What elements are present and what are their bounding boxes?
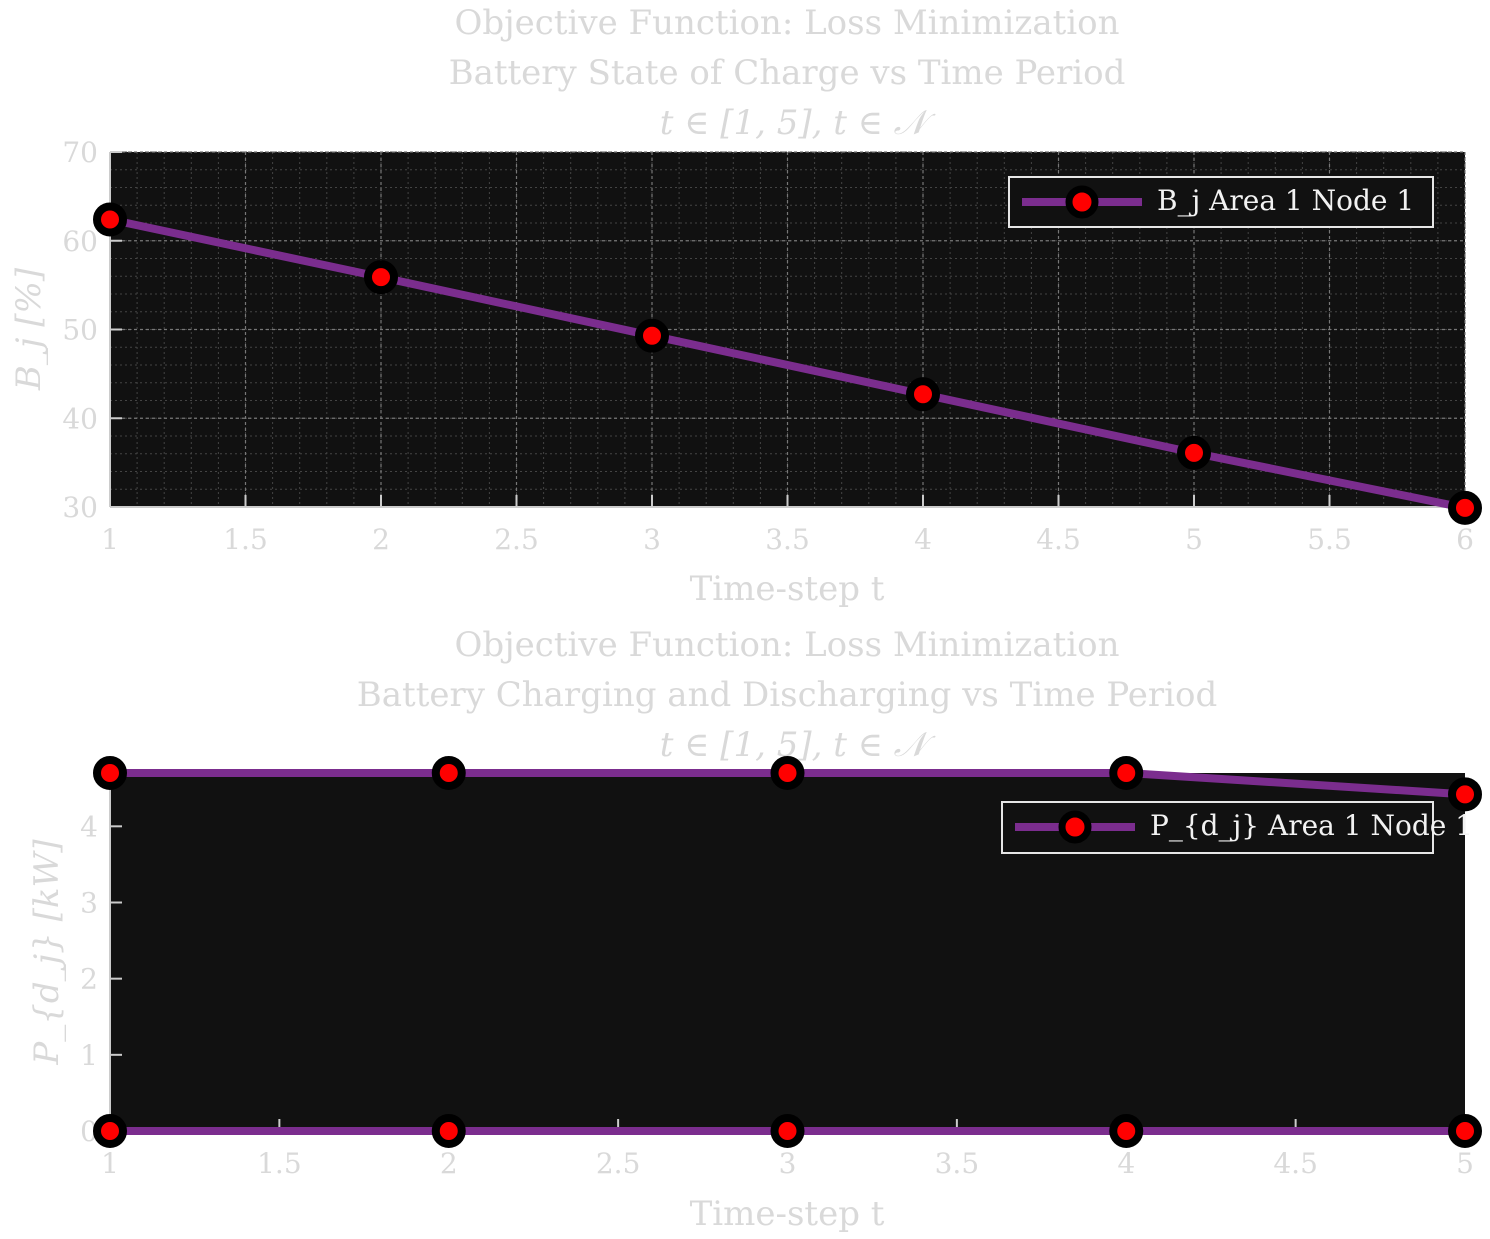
chart-1-title-line-1: Objective Function: Loss Minimization <box>454 3 1119 43</box>
chart-2-x-tick-label: 5 <box>1456 1147 1474 1180</box>
chart-2-x-tick-label: 2 <box>440 1147 458 1180</box>
chart-1-x-ticks: 1 1.5 2 2.5 3 3.5 4 4.5 5 5.5 6 <box>101 495 1474 556</box>
chart-1-series-1-point <box>364 260 398 295</box>
chart-1-series-1-point <box>1177 435 1211 470</box>
chart-2-x-ticks: 1 1.5 2 2.5 3 3.5 4 4.5 5 <box>101 1119 1474 1180</box>
chart-1-series-1-point <box>906 377 940 412</box>
chart-2-y-tick-label: 1 <box>80 1039 98 1072</box>
chart-1-x-tick-label: 1.5 <box>223 523 268 556</box>
chart-2-series-1-point <box>1448 777 1482 812</box>
chart-2-legend: P_{d_j} Area 1 Node 1 <box>1001 801 1473 854</box>
chart-2-legend-label: P_{d_j} Area 1 Node 1 <box>1150 809 1473 842</box>
chart-1-y-tick-label: 40 <box>62 402 98 435</box>
chart-2-y-tick-label: 0 <box>80 1115 98 1148</box>
chart-1: Objective Function: Loss Minimization Ba… <box>9 3 1482 609</box>
chart-1-legend-label: B_j Area 1 Node 1 <box>1157 184 1414 217</box>
chart-2-series-2-point <box>93 1114 127 1148</box>
chart-1-legend-marker <box>1065 185 1099 219</box>
chart-2-x-tick-label: 2.5 <box>596 1147 641 1180</box>
chart-1-series-1-line <box>109 215 1466 512</box>
chart-1-y-ticks: 30 40 50 60 70 <box>62 136 122 524</box>
chart-1-series-1-point <box>93 202 127 237</box>
chart-2-x-axis-label: Time-step t <box>690 1194 885 1234</box>
chart-2-series-1-point <box>770 756 805 790</box>
chart-1-title-line-3: t ∈ [1, 5], t ∈ 𝒩 <box>660 103 937 143</box>
chart-2-series-2-point <box>431 1114 466 1148</box>
chart-2-title-line-1: Objective Function: Loss Minimization <box>454 625 1119 665</box>
chart-2-legend-marker <box>1058 810 1092 844</box>
chart-1-legend: B_j Area 1 Node 1 <box>1008 176 1434 228</box>
chart-1-x-tick-label: 4.5 <box>1036 523 1081 556</box>
chart-2-series-2-point <box>1109 1114 1144 1148</box>
chart-2-x-tick-label: 3.5 <box>935 1147 980 1180</box>
chart-2-y-ticks: 0 1 2 3 4 <box>80 810 122 1148</box>
chart-1-grid <box>109 151 1466 508</box>
chart-1-x-tick-label: 3 <box>643 523 661 556</box>
chart-1-y-tick-label: 30 <box>62 491 98 524</box>
chart-2: Objective Function: Loss Minimization Ba… <box>27 625 1482 1234</box>
chart-1-y-axis-label: B_j [%] <box>9 267 49 391</box>
chart-1-y-tick-label: 60 <box>62 225 98 258</box>
chart-1-x-tick-label: 5 <box>1185 523 1203 556</box>
chart-2-x-tick-label: 1.5 <box>257 1147 302 1180</box>
chart-2-x-tick-label: 3 <box>779 1147 797 1180</box>
chart-2-x-tick-label: 4.5 <box>1273 1147 1318 1180</box>
chart-2-x-tick-label: 1 <box>101 1147 119 1180</box>
chart-2-x-axis-label-text: Time-step t <box>690 1194 885 1234</box>
chart-2-series-1-point <box>431 756 466 790</box>
chart-1-y-tick-label: 50 <box>62 314 98 347</box>
chart-2-y-tick-label: 3 <box>80 886 98 919</box>
chart-2-x-tick-label: 4 <box>1117 1147 1135 1180</box>
chart-2-series <box>93 756 1482 1148</box>
chart-1-x-tick-label: 2.5 <box>494 523 539 556</box>
chart-1-title-line-2: Battery State of Charge vs Time Period <box>449 53 1126 93</box>
chart-2-series-1-point <box>1109 756 1144 790</box>
chart-2-series-1-point <box>93 756 127 790</box>
chart-2-title-line-2: Battery Charging and Discharging vs Time… <box>357 675 1217 715</box>
chart-2-y-tick-label: 4 <box>80 810 98 843</box>
chart-2-series-2-point <box>770 1114 805 1148</box>
chart-1-x-axis-label-text: Time-step t <box>690 569 885 609</box>
chart-1-series <box>93 202 1482 525</box>
chart-1-x-axis-label: Time-step t <box>690 569 885 609</box>
chart-2-y-tick-label: 2 <box>80 963 98 996</box>
chart-1-x-tick-label: 6 <box>1456 523 1474 556</box>
chart-1-x-tick-label: 3.5 <box>765 523 810 556</box>
chart-1-series-1-point <box>1448 490 1482 525</box>
chart-2-y-axis-label: P_{d_j} [kW] <box>27 839 67 1066</box>
chart-2-series-2-point <box>1448 1114 1482 1148</box>
chart-1-x-tick-label: 2 <box>372 523 390 556</box>
chart-2-title-line-3: t ∈ [1, 5], t ∈ 𝒩 <box>660 725 937 765</box>
chart-1-y-tick-label: 70 <box>62 136 98 169</box>
chart-1-x-tick-label: 5.5 <box>1307 523 1352 556</box>
chart-1-x-tick-label: 4 <box>914 523 932 556</box>
chart-1-series-1-point <box>635 318 669 353</box>
chart-1-x-tick-label: 1 <box>101 523 119 556</box>
